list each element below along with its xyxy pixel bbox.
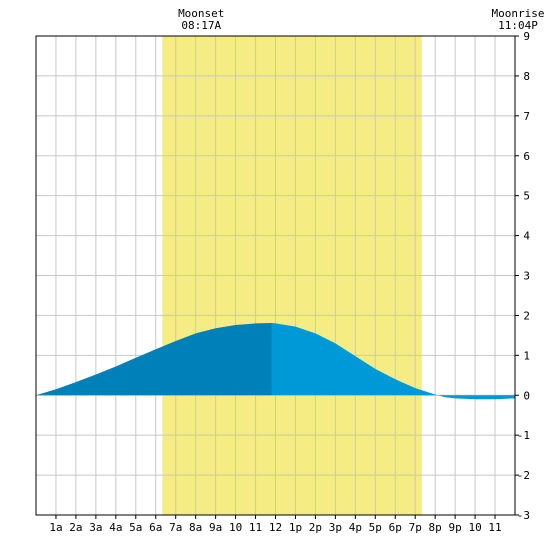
x-tick-label: 12 [269,521,282,534]
x-tick-label: 2a [69,521,82,534]
x-tick-label: 7a [169,521,182,534]
x-tick-label: 1a [49,521,62,534]
x-tick-label: 7p [409,521,422,534]
y-tick-label: -2 [517,469,530,482]
y-tick-label: 5 [523,190,530,203]
x-tick-label: 3p [329,521,342,534]
y-tick-label: 4 [523,230,530,243]
x-tick-label: 8a [189,521,202,534]
x-tick-label: 6a [149,521,162,534]
x-tick-label: 10 [229,521,242,534]
tide-area-falling [271,323,515,400]
y-tick-label: 1 [523,349,530,362]
x-tick-label: 11 [488,521,501,534]
moon-event-time: 11:04P [498,19,538,32]
x-tick-label: 4a [109,521,122,534]
x-tick-label: 4p [349,521,362,534]
x-tick-label: 9p [449,521,462,534]
tide-area-rising [36,323,272,396]
moon-event-name: Moonrise [492,7,545,20]
x-tick-label: 2p [309,521,322,534]
moon-event-name: Moonset [178,7,224,20]
x-tick-label: 1p [289,521,302,534]
y-tick-label: 7 [523,110,530,123]
x-tick-label: 3a [89,521,102,534]
y-tick-label: 3 [523,270,530,283]
y-tick-label: 2 [523,309,530,322]
y-tick-label: 0 [523,389,530,402]
x-tick-label: 8p [429,521,442,534]
y-tick-label: -1 [517,429,530,442]
x-tick-label: 5p [369,521,382,534]
x-tick-label: 11 [249,521,262,534]
moon-event-time: 08:17A [181,19,221,32]
y-tick-label: 6 [523,150,530,163]
y-tick-label: 8 [523,70,530,83]
y-tick-label: 9 [523,30,530,43]
x-tick-label: 6p [389,521,402,534]
x-tick-label: 5a [129,521,142,534]
x-tick-label: 10 [468,521,481,534]
x-tick-label: 9a [209,521,222,534]
y-tick-label: -3 [517,509,530,522]
